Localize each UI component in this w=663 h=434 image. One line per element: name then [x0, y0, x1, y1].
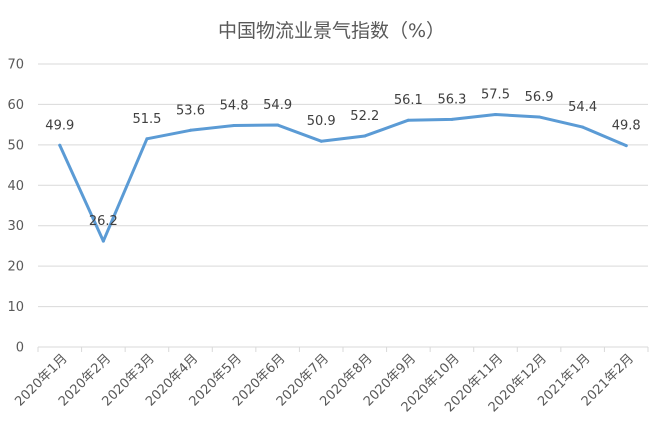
x-axis: 2020年1月2020年2月2020年3月2020年4月2020年5月2020年…: [12, 347, 649, 415]
y-axis: 0 10 20 30 40 50 60 70: [7, 58, 24, 356]
y-tick-label: 40: [7, 179, 24, 194]
data-label: 50.9: [307, 114, 336, 129]
data-point: [189, 128, 192, 132]
y-tick-label: 10: [7, 300, 24, 315]
data-label: 54.9: [263, 98, 292, 113]
y-tick-label: 0: [16, 341, 24, 356]
data-labels: 49.9 26.2 51.5 53.6 54.8 54.9 50.9 52.2 56.1 56.3…: [45, 88, 640, 230]
series-line: [58, 113, 628, 243]
data-label: 56.9: [525, 90, 554, 105]
data-label: 56.1: [394, 93, 423, 108]
data-point: [450, 117, 454, 121]
data-point: [494, 113, 497, 117]
data-point: [537, 115, 541, 119]
data-point: [58, 143, 62, 147]
data-point: [624, 144, 628, 148]
data-label: 49.8: [612, 119, 641, 134]
data-label: 54.8: [220, 98, 249, 113]
data-label: 53.6: [176, 103, 205, 118]
data-label: 56.3: [437, 92, 466, 107]
y-tick-label: 30: [7, 219, 24, 234]
data-label: 57.5: [481, 88, 510, 103]
data-point: [232, 123, 236, 127]
y-tick-label: 60: [7, 98, 24, 113]
data-label: 49.9: [45, 118, 74, 133]
data-label: 54.4: [568, 100, 597, 115]
data-point: [363, 134, 367, 138]
data-label: 26.2: [89, 214, 118, 229]
data-label: 51.5: [132, 112, 161, 127]
data-point: [145, 137, 149, 141]
data-point: [276, 123, 280, 127]
data-label: 52.2: [350, 109, 379, 124]
series: [58, 113, 628, 243]
data-point: [581, 125, 585, 129]
y-tick-label: 50: [7, 138, 24, 153]
data-point: [406, 118, 410, 122]
chart-title: 中国物流业景气指数（%）: [217, 20, 446, 42]
data-point: [101, 239, 105, 243]
data-point: [319, 139, 323, 143]
y-tick-label: 20: [7, 260, 24, 275]
gridlines: [38, 63, 648, 348]
y-tick-label: 70: [7, 58, 24, 73]
